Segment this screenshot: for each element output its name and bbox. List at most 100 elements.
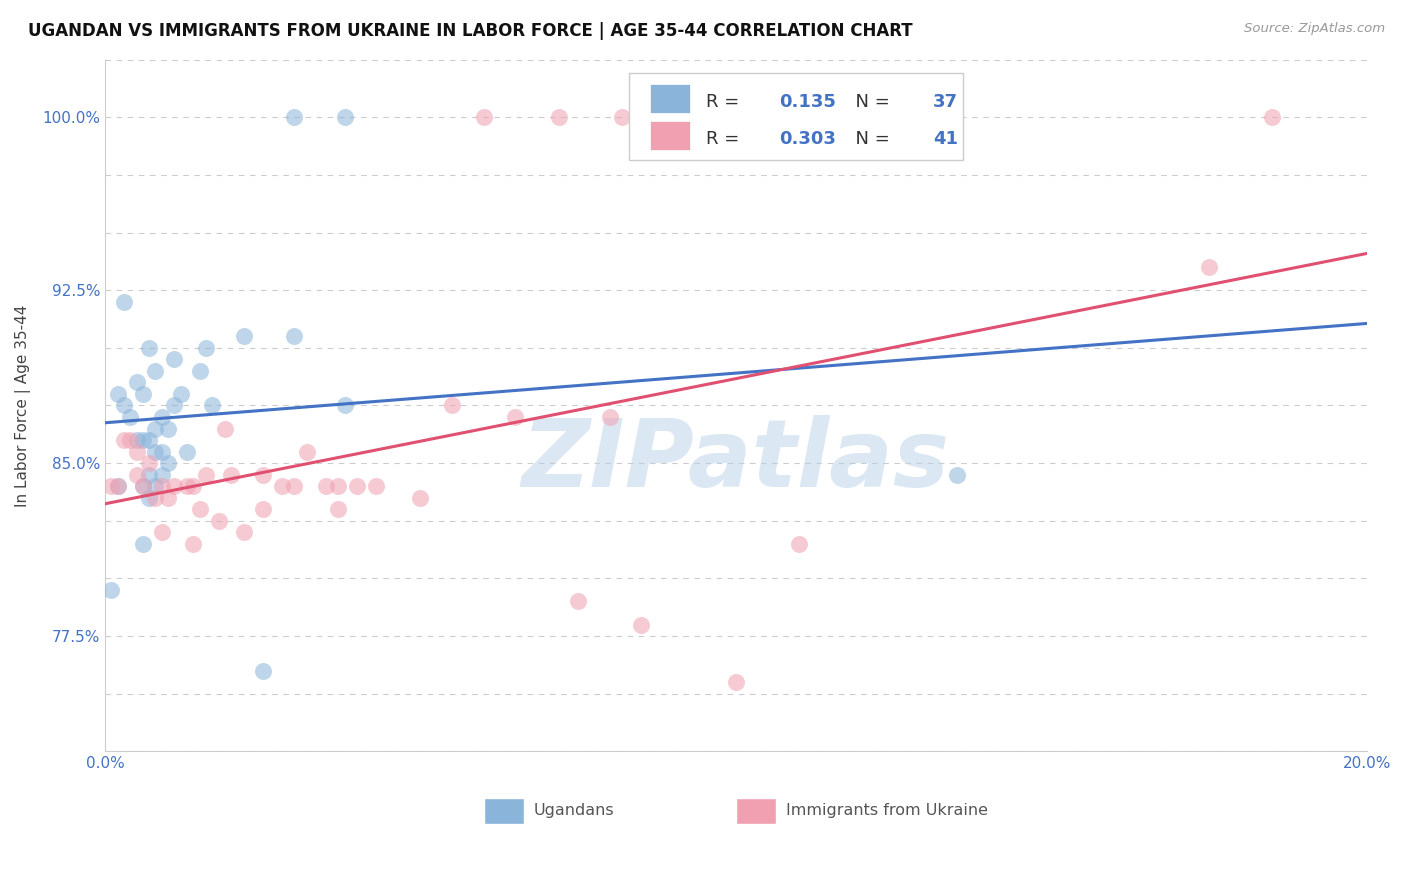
- Point: [132, 479, 155, 493]
- Point: [366, 479, 388, 493]
- Text: Ugandans: Ugandans: [534, 803, 614, 818]
- Point: [787, 537, 810, 551]
- Point: [333, 399, 356, 413]
- Point: [724, 675, 747, 690]
- Point: [181, 479, 204, 493]
- FancyBboxPatch shape: [484, 797, 524, 824]
- Point: [112, 294, 135, 309]
- Point: [219, 467, 242, 482]
- Text: N =: N =: [845, 130, 896, 148]
- FancyBboxPatch shape: [628, 73, 963, 160]
- Point: [132, 537, 155, 551]
- Point: [945, 467, 967, 482]
- Point: [150, 479, 173, 493]
- Point: [132, 433, 155, 447]
- Point: [1261, 110, 1284, 124]
- Point: [138, 456, 160, 470]
- Point: [150, 525, 173, 540]
- Point: [1198, 260, 1220, 274]
- Point: [107, 479, 129, 493]
- Point: [120, 433, 142, 447]
- Point: [138, 341, 160, 355]
- Point: [100, 582, 122, 597]
- Point: [163, 352, 186, 367]
- Point: [283, 329, 305, 343]
- Point: [194, 467, 217, 482]
- Point: [145, 364, 167, 378]
- Text: 0.135: 0.135: [779, 94, 835, 112]
- Point: [125, 444, 148, 458]
- Point: [157, 421, 180, 435]
- Text: ZIPatlas: ZIPatlas: [522, 415, 950, 507]
- Point: [201, 399, 224, 413]
- Point: [107, 479, 129, 493]
- Point: [346, 479, 368, 493]
- Point: [188, 364, 211, 378]
- Point: [120, 410, 142, 425]
- Point: [270, 479, 292, 493]
- Point: [409, 491, 432, 505]
- Point: [315, 479, 337, 493]
- Point: [176, 444, 198, 458]
- Text: 37: 37: [932, 94, 957, 112]
- Point: [440, 399, 463, 413]
- Point: [145, 479, 167, 493]
- Point: [170, 387, 193, 401]
- Point: [548, 110, 571, 124]
- Point: [503, 410, 526, 425]
- Point: [145, 491, 167, 505]
- Point: [163, 479, 186, 493]
- Point: [125, 376, 148, 390]
- Point: [630, 617, 652, 632]
- Point: [150, 444, 173, 458]
- Text: Immigrants from Ukraine: Immigrants from Ukraine: [786, 803, 988, 818]
- Point: [157, 491, 180, 505]
- FancyBboxPatch shape: [650, 121, 690, 150]
- Point: [252, 502, 274, 516]
- Point: [599, 410, 621, 425]
- Text: R =: R =: [706, 94, 745, 112]
- Point: [138, 467, 160, 482]
- Point: [150, 410, 173, 425]
- Point: [252, 664, 274, 678]
- Point: [145, 444, 167, 458]
- Point: [132, 387, 155, 401]
- Point: [181, 537, 204, 551]
- Text: 41: 41: [932, 130, 957, 148]
- Text: R =: R =: [706, 130, 745, 148]
- FancyBboxPatch shape: [735, 797, 776, 824]
- Point: [112, 399, 135, 413]
- Point: [125, 433, 148, 447]
- Y-axis label: In Labor Force | Age 35-44: In Labor Force | Age 35-44: [15, 304, 31, 507]
- Point: [107, 387, 129, 401]
- Text: 0.303: 0.303: [779, 130, 835, 148]
- Point: [100, 479, 122, 493]
- Point: [176, 479, 198, 493]
- Point: [125, 467, 148, 482]
- Point: [138, 491, 160, 505]
- Text: N =: N =: [845, 94, 896, 112]
- Point: [194, 341, 217, 355]
- Point: [157, 456, 180, 470]
- Point: [612, 110, 634, 124]
- Point: [283, 479, 305, 493]
- Point: [138, 433, 160, 447]
- Point: [145, 421, 167, 435]
- Point: [328, 479, 350, 493]
- Point: [232, 329, 254, 343]
- Point: [283, 110, 305, 124]
- Point: [295, 444, 318, 458]
- Point: [132, 479, 155, 493]
- Point: [472, 110, 495, 124]
- Point: [232, 525, 254, 540]
- Point: [333, 110, 356, 124]
- Point: [252, 467, 274, 482]
- Text: UGANDAN VS IMMIGRANTS FROM UKRAINE IN LABOR FORCE | AGE 35-44 CORRELATION CHART: UGANDAN VS IMMIGRANTS FROM UKRAINE IN LA…: [28, 22, 912, 40]
- Text: Source: ZipAtlas.com: Source: ZipAtlas.com: [1244, 22, 1385, 36]
- Point: [214, 421, 236, 435]
- Point: [163, 399, 186, 413]
- Point: [207, 514, 229, 528]
- FancyBboxPatch shape: [650, 84, 690, 112]
- Point: [150, 467, 173, 482]
- Point: [328, 502, 350, 516]
